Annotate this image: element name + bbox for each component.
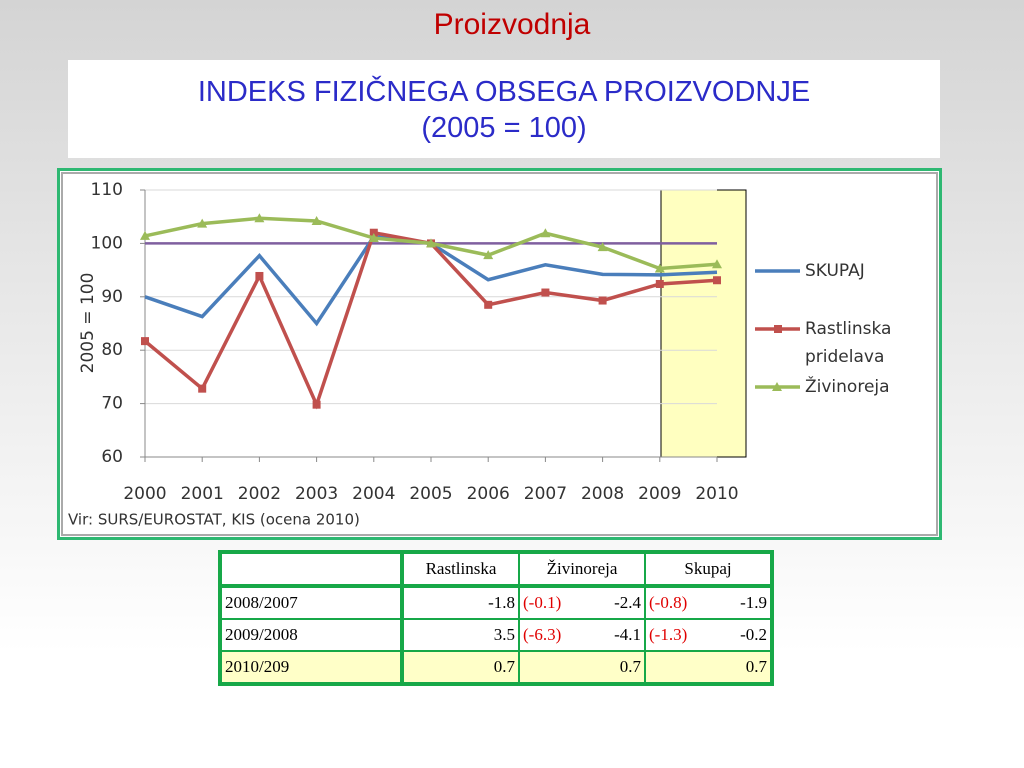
y-tick-label: 80 xyxy=(101,340,123,360)
heading: INDEKS FIZIČNEGA OBSEGA PROIZVODNJE (2005… xyxy=(68,60,940,158)
legend-marker xyxy=(774,325,782,333)
cell-note: (-0.8) xyxy=(649,593,688,612)
marker xyxy=(540,228,551,238)
marker xyxy=(654,263,665,273)
cell-value: 3.5 xyxy=(493,625,515,644)
table-cell: 0.7 xyxy=(644,650,773,685)
y-tick-label: 110 xyxy=(91,180,123,200)
source-note: Vir: SURS/EUROSTAT, KIS (ocena 2010) xyxy=(68,511,360,529)
marker xyxy=(655,279,664,288)
legend-label: Živinoreja xyxy=(805,375,890,397)
marker xyxy=(254,213,265,223)
marker xyxy=(140,230,150,240)
table-cell: (-6.3) -4.1 xyxy=(518,618,646,652)
heading-line: INDEKS FIZIČNEGA OBSEGA PROIZVODNJE xyxy=(197,76,811,108)
x-tick-label: 2002 xyxy=(238,484,281,504)
table-row: 2009/2008 3.5 (-6.3) -4.1 (-1.3) -0.2 xyxy=(219,618,773,652)
legend-label: SKUPAJ xyxy=(805,261,865,281)
row-label: 2009/2008 xyxy=(219,618,404,652)
marker xyxy=(198,384,207,393)
y-axis-label: 2005 = 100 xyxy=(78,273,98,374)
heading-line: (2005 = 100) xyxy=(421,112,587,144)
cell-value: -0.2 xyxy=(740,625,767,644)
marker xyxy=(712,259,722,269)
x-tick-label: 2008 xyxy=(581,484,624,504)
marker xyxy=(368,233,379,243)
cell-value: 0.7 xyxy=(745,657,767,676)
table-cell: (-1.3) -0.2 xyxy=(644,618,773,652)
marker xyxy=(369,228,378,237)
x-tick-label: 2010 xyxy=(695,484,738,504)
x-tick-label: 2005 xyxy=(409,484,452,504)
cell-value: -2.4 xyxy=(614,593,641,612)
table-row: 2010/209 0.7 0.7 0.7 xyxy=(219,650,773,685)
marker xyxy=(255,271,264,280)
marker xyxy=(311,215,322,225)
legend-marker xyxy=(772,382,782,391)
marker xyxy=(312,400,321,409)
marker xyxy=(713,276,721,285)
marker xyxy=(484,300,493,309)
cell-note: (-1.3) xyxy=(649,625,688,644)
marker xyxy=(141,337,149,346)
x-tick-label: 2000 xyxy=(123,484,166,504)
x-tick-label: 2007 xyxy=(524,484,567,504)
marker xyxy=(197,218,208,228)
y-tick-label: 60 xyxy=(101,447,123,467)
marker xyxy=(541,288,550,297)
slide-title: Proizvodnja xyxy=(433,8,591,41)
chart-border xyxy=(61,172,938,536)
table: Rastlinska Živinoreja Skupaj 2008/2007 -1.8(… xyxy=(218,550,774,686)
header-cell: Živinoreja xyxy=(518,551,646,588)
table-cell: 0.7 xyxy=(401,650,520,685)
x-tick-label: 2001 xyxy=(181,484,224,504)
cell-value: -4.1 xyxy=(614,625,641,644)
table-cell: -1.8 xyxy=(401,585,520,620)
x-tick-label: 2009 xyxy=(638,484,681,504)
chart-frame: 2005 = 100 Vir: SURS/EUROSTAT, KIS (ocen… xyxy=(57,168,942,540)
cell-value: -1.9 xyxy=(740,593,767,612)
marker xyxy=(598,296,607,305)
y-tick-label: 100 xyxy=(91,233,123,253)
y-tick-label: 70 xyxy=(101,394,123,414)
table-cell: 0.7 xyxy=(518,650,646,685)
x-tick-label: 2003 xyxy=(295,484,338,504)
header-row: Rastlinska Živinoreja Skupaj xyxy=(219,551,773,588)
highlight-box xyxy=(660,189,747,458)
cell-value: 0.7 xyxy=(493,657,515,676)
marker xyxy=(483,250,494,260)
row-label: 2010/209 xyxy=(219,650,404,685)
chart: 2005 = 100 Vir: SURS/EUROSTAT, KIS (ocen… xyxy=(61,172,938,536)
table-cell: (-0.8) -1.9 xyxy=(644,585,773,620)
legend-label: Rastlinska pridelava xyxy=(805,319,891,367)
row-label: 2008/2007 xyxy=(219,585,404,620)
x-tick-label: 2004 xyxy=(352,484,395,504)
series-line xyxy=(144,234,718,327)
cell-note: (-0.1) xyxy=(523,593,562,612)
table-row: 2008/2007 -1.8 (-0.1) -2.4 (-0.8) -1.9 xyxy=(219,585,773,620)
cell-note: (-6.3) xyxy=(523,625,562,644)
cell-value: 0.7 xyxy=(619,657,641,676)
marker xyxy=(597,242,608,252)
x-tick-label: 2006 xyxy=(467,484,510,504)
cell-value: -1.8 xyxy=(488,593,515,612)
header-cell: Rastlinska xyxy=(401,551,520,588)
header-cell: Skupaj xyxy=(644,551,773,588)
header-cell xyxy=(219,551,404,588)
table-cell: 3.5 xyxy=(401,618,520,652)
table-cell: (-0.1) -2.4 xyxy=(518,585,646,620)
y-tick-label: 90 xyxy=(101,287,123,307)
marker xyxy=(426,238,436,248)
